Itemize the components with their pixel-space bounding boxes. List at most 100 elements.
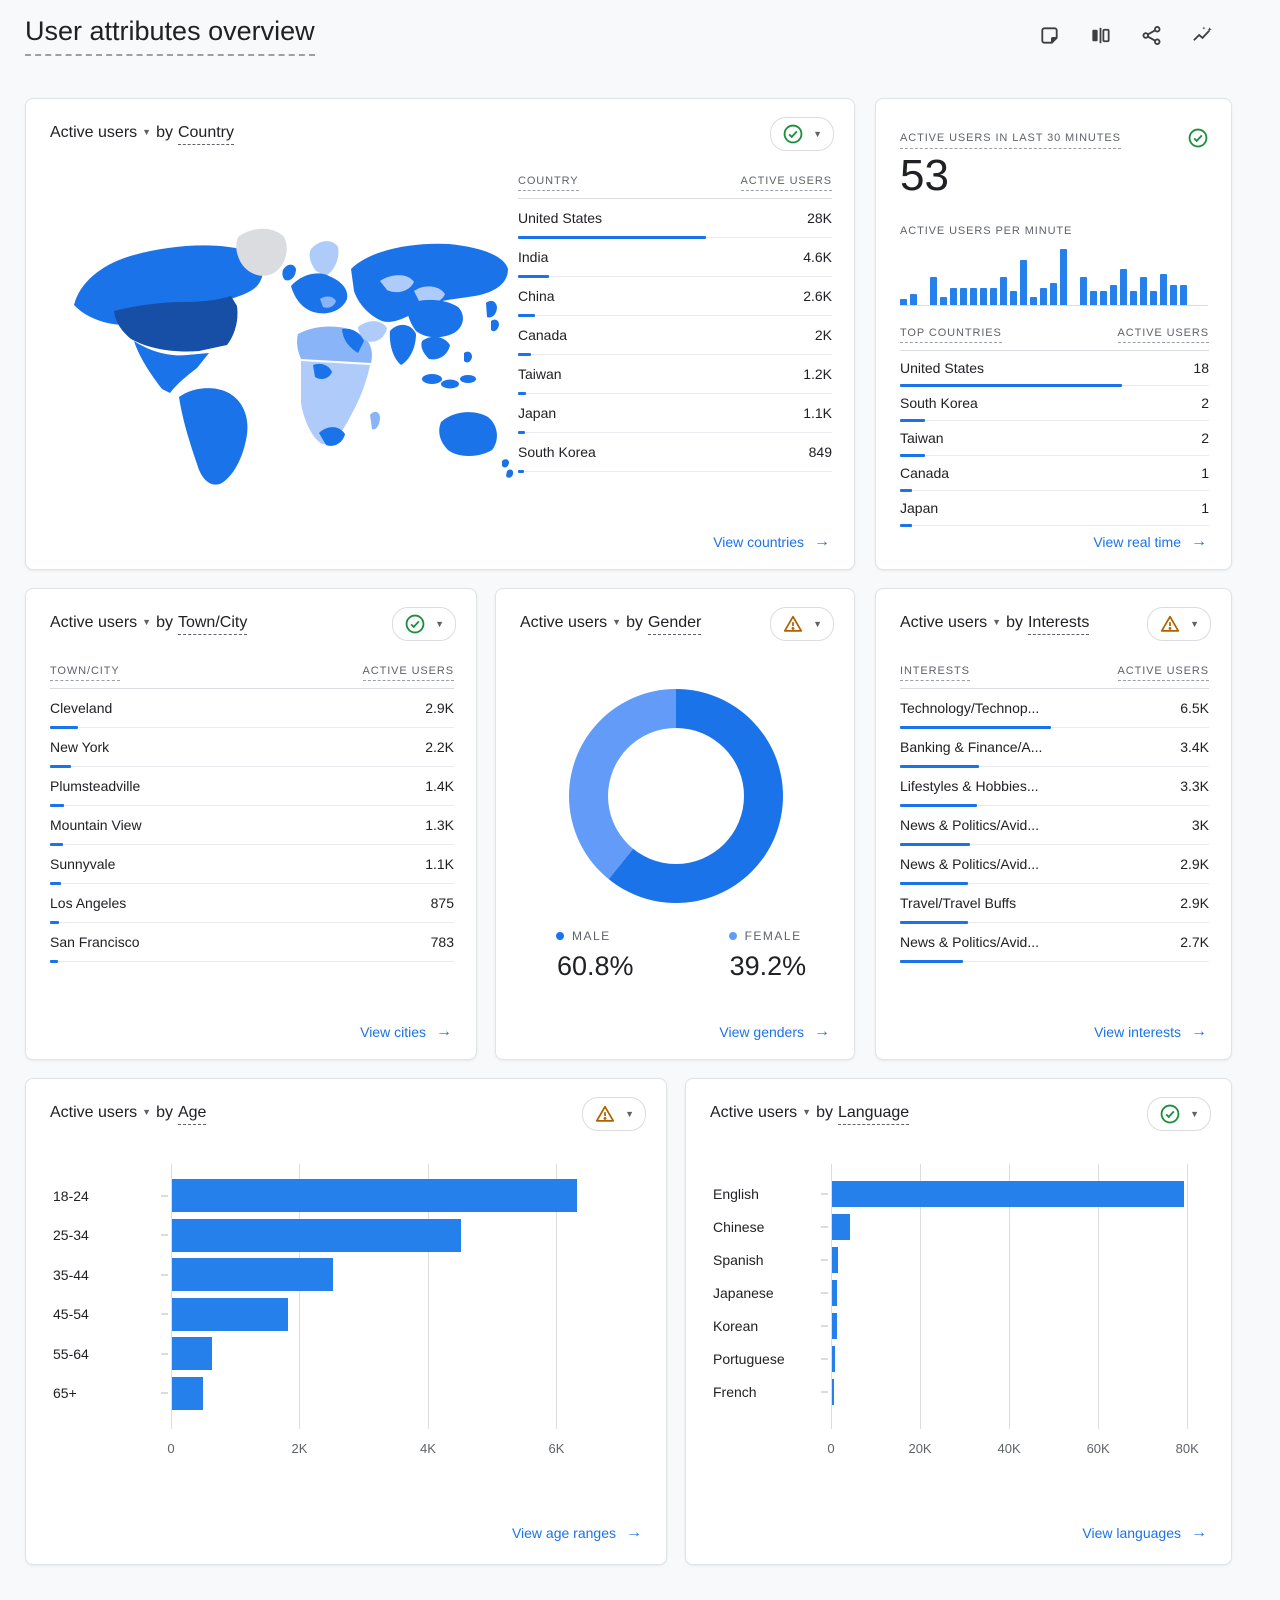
row-value: 6.5K [1180,700,1209,716]
bar-korean [832,1313,837,1339]
metric-selector[interactable]: Active users [50,1103,138,1121]
arrow-right-icon: → [436,1023,452,1040]
bar-spanish [832,1247,839,1273]
gender-donut-chart [569,689,783,903]
sparkline-bar [960,288,967,305]
card-title: Active users ▼ by Age [50,1103,207,1125]
dimension-link-city[interactable]: Town/City [177,614,248,635]
category-label: English [713,1186,759,1202]
table-row: Canada 1 [900,456,1209,492]
axis-tick-label: 40K [997,1441,1021,1456]
bar-japanese [832,1280,838,1306]
gridline [831,1164,832,1429]
column-header[interactable]: ACTIVE USERS [1117,665,1209,681]
sparkline-bar [1040,288,1047,305]
row-label: News & Politics/Avid... [900,817,1040,833]
row-label: Taiwan [900,430,944,446]
bar-english [832,1181,1184,1207]
row-value: 3.4K [1180,739,1209,755]
row-value: 783 [430,934,454,950]
row-value: 1 [1201,465,1209,481]
sparkline-bar [930,277,937,305]
table-row: News & Politics/Avid... 3K [900,806,1209,846]
page-title[interactable]: User attributes overview [25,16,315,56]
view-interests-link[interactable]: View interests → [1094,1023,1207,1040]
chevron-down-icon: ▼ [813,619,822,629]
column-header[interactable]: ACTIVE USERS [1117,327,1209,343]
row-progress-bar [900,419,925,422]
column-header[interactable]: ACTIVE USERS [740,175,832,191]
gridline [920,1164,922,1429]
axis-tick-label: 80K [1175,1441,1199,1456]
metric-selector[interactable]: Active users [520,613,608,631]
realtime-heading: ACTIVE USERS IN LAST 30 MINUTES [900,132,1121,149]
view-genders-link[interactable]: View genders → [719,1023,830,1040]
insights-icon[interactable] [1191,24,1214,47]
table-row: India 4.6K [518,238,832,278]
legend-dot [556,932,564,940]
column-header[interactable]: INTERESTS [900,665,970,681]
data-quality-pill[interactable]: ▼ [1147,607,1211,641]
table-row: South Korea 2 [900,386,1209,422]
metric-selector[interactable]: Active users [710,1103,798,1121]
dimension-link-age[interactable]: Age [177,1104,207,1125]
row-value: 3.3K [1180,778,1209,794]
dimension-link-interests[interactable]: Interests [1027,614,1090,635]
warning-triangle-icon [782,613,804,635]
sparkline-bar [1000,277,1007,305]
table-row: Mountain View 1.3K [50,806,454,846]
data-quality-pill[interactable]: ▼ [582,1097,646,1131]
sparkline-bar [1020,260,1027,305]
sparkline-bar [1150,291,1157,305]
check-circle-icon [404,613,426,635]
chevron-down-icon[interactable]: ▼ [142,1106,152,1117]
data-quality-pill[interactable]: ▼ [770,607,834,641]
chevron-down-icon[interactable]: ▼ [992,616,1002,627]
user-attributes-overview-page: User attributes overview [25,0,1232,1565]
column-header[interactable]: TOWN/CITY [50,665,120,681]
share-icon[interactable] [1140,24,1163,47]
metric-selector[interactable]: Active users [50,123,138,141]
row-label: Sunnyvale [50,856,116,872]
card-title: Active users ▼ by Country [50,124,234,145]
chevron-down-icon[interactable]: ▼ [612,616,622,627]
column-header[interactable]: COUNTRY [518,175,579,191]
check-circle-icon [782,123,804,145]
data-quality-pill[interactable]: ▼ [770,117,834,151]
chevron-down-icon[interactable]: ▼ [142,126,152,137]
category-label: 25-34 [53,1227,89,1243]
table-row: News & Politics/Avid... 2.9K [900,845,1209,885]
view-real-time-link[interactable]: View real time → [1093,533,1207,550]
dimension-link-gender[interactable]: Gender [647,614,702,635]
row-value: 4.6K [803,249,832,265]
note-icon[interactable] [1038,24,1061,47]
view-age-ranges-link[interactable]: View age ranges → [511,1524,642,1541]
view-languages-link[interactable]: View languages → [1082,1524,1207,1541]
axis-tick [821,1226,828,1228]
data-quality-pill[interactable]: ▼ [392,607,456,641]
metric-selector[interactable]: Active users [50,613,138,631]
dimension-link-language[interactable]: Language [837,1104,910,1125]
column-header[interactable]: TOP COUNTRIES [900,327,1002,343]
metric-selector[interactable]: Active users [900,613,988,631]
chevron-down-icon[interactable]: ▼ [142,616,152,627]
compare-icon[interactable] [1089,24,1112,47]
view-countries-link[interactable]: View countries → [713,533,830,550]
check-circle-icon [1187,127,1209,149]
row-progress-bar [518,392,527,395]
row-label: News & Politics/Avid... [900,934,1040,950]
chevron-down-icon[interactable]: ▼ [802,1106,812,1117]
card-realtime: ACTIVE USERS IN LAST 30 MINUTES 53 ACTIV… [875,98,1232,570]
data-quality-pill[interactable]: ▼ [1147,1097,1211,1131]
row-label: United States [518,210,603,226]
gridline [171,1164,172,1429]
row-progress-bar [900,384,1123,387]
table-row: Japan 1.1K [518,394,832,434]
view-cities-link[interactable]: View cities → [360,1023,452,1040]
table-row: Japan 1 [900,491,1209,527]
row-value: 1.1K [803,405,832,421]
column-header[interactable]: ACTIVE USERS [362,665,454,681]
row-value: 1.3K [425,817,454,833]
dimension-link-country[interactable]: Country [177,124,234,145]
sparkline-bar [1050,283,1057,305]
